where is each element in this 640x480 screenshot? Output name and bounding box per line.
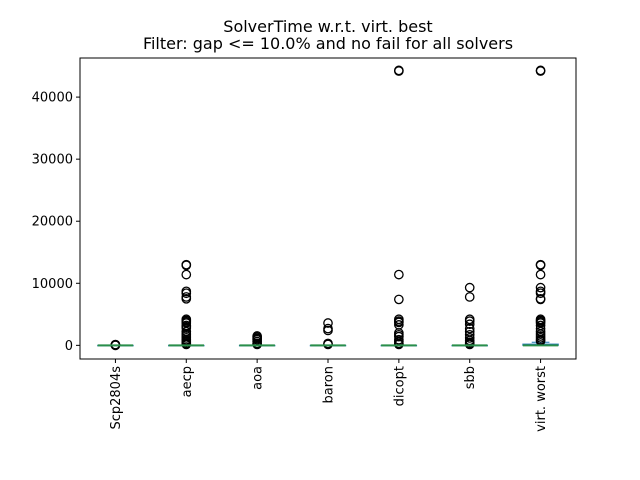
- chart-subtitle: Filter: gap <= 10.0% and no fail for all…: [143, 34, 513, 53]
- y-tick-label: 20000: [32, 215, 73, 230]
- box-group: [522, 65, 559, 347]
- chart-title: SolverTime w.r.t. virt. best: [223, 17, 432, 36]
- outlier-point: [535, 288, 546, 299]
- outlier-point: [535, 269, 546, 280]
- outlier-point: [394, 294, 404, 305]
- outlier-point: [323, 325, 333, 336]
- outlier-point: [394, 66, 404, 76]
- box-group: [168, 259, 205, 350]
- y-tick-label: 10000: [32, 277, 73, 292]
- box-group: [97, 339, 134, 351]
- plot-area-frame: [79, 57, 577, 360]
- y-axis: 0 10000 20000 30000 40000: [32, 91, 80, 354]
- outlier-point: [181, 260, 192, 271]
- outlier-point: [464, 292, 475, 302]
- outlier-point: [464, 282, 475, 293]
- y-tick-label: 30000: [32, 153, 73, 168]
- y-tick-label: 40000: [32, 91, 73, 106]
- outlier-point: [535, 66, 546, 76]
- outlier-point: [181, 293, 192, 304]
- outlier-point: [464, 333, 475, 343]
- outlier-point: [535, 294, 546, 305]
- outlier-point: [464, 319, 475, 330]
- outlier-point: [181, 269, 192, 280]
- x-tick-label: aecp: [180, 366, 195, 397]
- outlier-point: [394, 269, 404, 280]
- box-group: [380, 65, 418, 350]
- y-tick-label: 0: [65, 339, 73, 354]
- x-tick-label: dicopt: [392, 366, 407, 406]
- outlier-point: [535, 282, 546, 293]
- x-tick-label: Scp2804s: [109, 366, 124, 430]
- box-group: [238, 331, 276, 350]
- outlier-point: [394, 317, 404, 328]
- outlier-point: [464, 323, 475, 334]
- outlier-point: [535, 260, 546, 271]
- x-tick-label: sbb: [463, 366, 478, 389]
- box-group: [451, 282, 488, 350]
- x-tick-label: virt. worst: [534, 366, 549, 432]
- x-axis: Scp2804s aecp aoa baron dicopt sbb virt. worst: [109, 359, 549, 432]
- outlier-point: [535, 323, 546, 334]
- outlier-point: [464, 316, 475, 326]
- x-tick-label: aoa: [251, 366, 266, 390]
- outlier-point: [181, 288, 192, 299]
- x-tick-label: baron: [322, 366, 337, 403]
- box-group: [309, 318, 347, 350]
- box-series: [97, 65, 559, 351]
- outlier-point: [323, 318, 333, 328]
